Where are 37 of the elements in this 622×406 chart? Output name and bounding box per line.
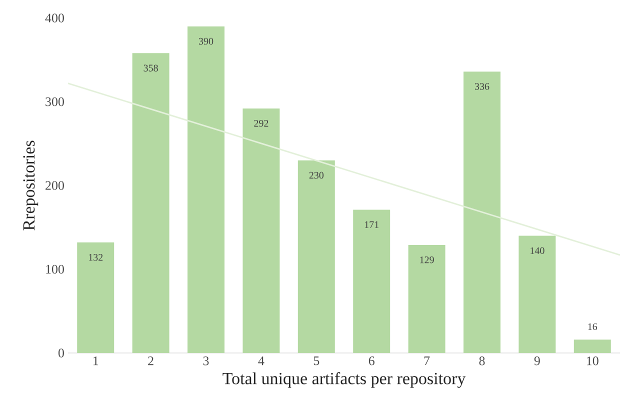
x-tick-label: 1 bbox=[94, 356, 98, 366]
bar bbox=[353, 210, 390, 353]
bar bbox=[242, 108, 280, 353]
y-axis-title: Rrepositories bbox=[23, 140, 38, 230]
x-tick-label: 9 bbox=[534, 356, 540, 366]
x-tick-label: 3 bbox=[203, 356, 209, 366]
x-tick-label: 8 bbox=[479, 356, 485, 366]
data-label: 132 bbox=[88, 254, 103, 261]
data-label: 171 bbox=[364, 221, 379, 228]
y-tick-label: 200 bbox=[46, 181, 64, 190]
data-label: 292 bbox=[254, 120, 268, 127]
x-tick-label: 2 bbox=[148, 356, 154, 366]
x-tick-label: 10 bbox=[587, 356, 598, 366]
bar bbox=[464, 72, 500, 353]
data-label: 390 bbox=[198, 38, 214, 45]
x-tick-label: 6 bbox=[368, 356, 374, 366]
x-tick-label: 5 bbox=[314, 356, 320, 366]
bar bbox=[408, 244, 446, 353]
data-label: 129 bbox=[420, 256, 434, 264]
y-tick-label: 400 bbox=[45, 14, 64, 22]
x-tick-label: 4 bbox=[258, 356, 264, 366]
x-axis-title: Total unique artifacts per repository bbox=[222, 372, 466, 388]
x-tick-label: 7 bbox=[424, 356, 430, 366]
bar bbox=[132, 53, 170, 353]
y-tick-label: 100 bbox=[46, 264, 64, 274]
y-tick-label: 0 bbox=[58, 348, 64, 358]
bar bbox=[574, 340, 611, 353]
bar bbox=[298, 160, 335, 353]
bar bbox=[188, 26, 224, 353]
data-label: 230 bbox=[309, 172, 324, 179]
bar bbox=[77, 242, 114, 353]
data-label: 358 bbox=[144, 64, 158, 72]
data-label: 16 bbox=[588, 323, 598, 330]
y-tick-label: 300 bbox=[46, 97, 64, 106]
data-label: 336 bbox=[474, 83, 490, 90]
data-label: 140 bbox=[530, 247, 544, 254]
bar bbox=[518, 236, 556, 353]
